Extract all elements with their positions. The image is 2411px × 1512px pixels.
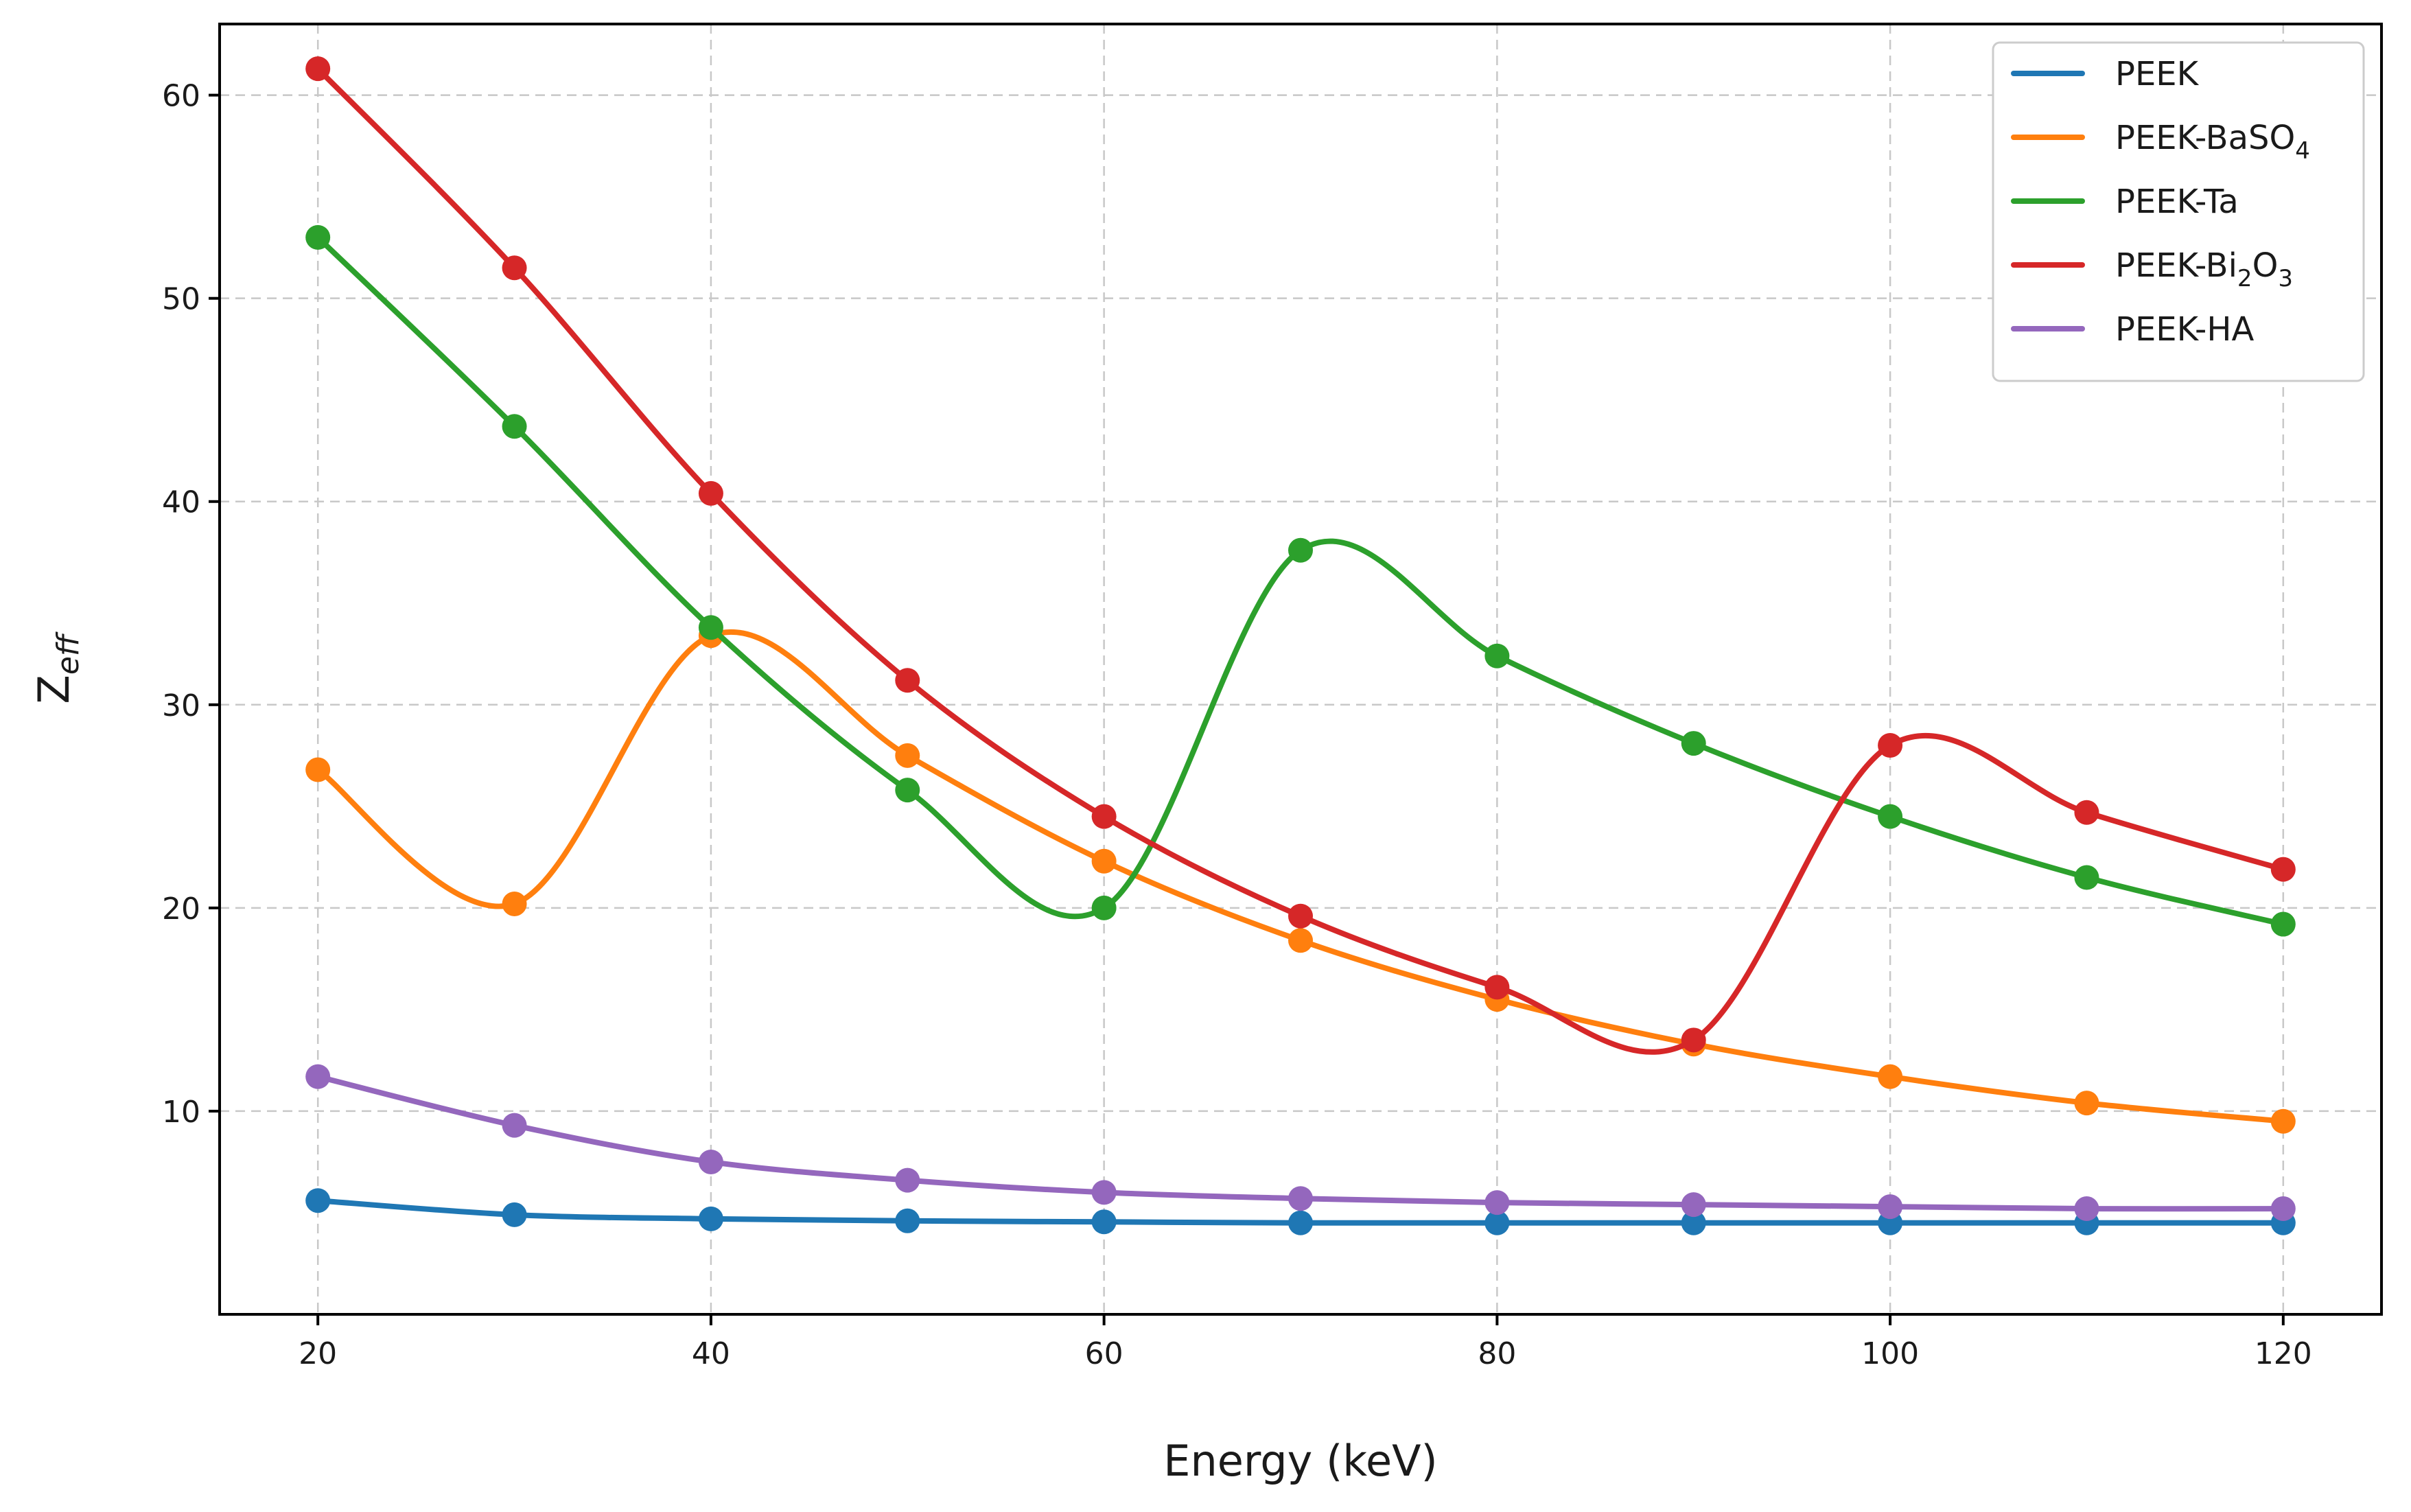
- data-point-peek-bi2o3: [2270, 857, 2296, 882]
- x-tick-label: 100: [1861, 1336, 1919, 1371]
- data-point-peek-bi2o3: [1484, 975, 1510, 1000]
- legend-item-peek-ta: PEEK-Ta: [2011, 183, 2239, 221]
- data-point-peek-baso4: [1288, 928, 1313, 953]
- data-point-peek-ha: [1091, 1180, 1117, 1205]
- data-point-peek-ta: [502, 414, 527, 439]
- x-tick-label: 120: [2255, 1336, 2312, 1371]
- data-point-peek: [698, 1206, 723, 1231]
- data-point-peek-baso4: [895, 743, 920, 768]
- legend-label-part: PEEK: [2115, 55, 2200, 93]
- data-point-peek-ta: [1878, 804, 1903, 829]
- y-tick-label: 40: [162, 485, 200, 520]
- legend-label-subscript: 2: [2237, 265, 2252, 292]
- x-axis-label: Energy (keV): [1163, 1436, 1437, 1486]
- data-point-peek-bi2o3: [305, 56, 331, 82]
- data-point-peek-ha: [1484, 1190, 1510, 1216]
- data-point-peek-ha: [1681, 1192, 1706, 1218]
- legend-label: PEEK: [2115, 55, 2200, 93]
- legend-label: PEEK-BaSO4: [2115, 119, 2310, 165]
- legend-item-peek-ha: PEEK-HA: [2011, 310, 2254, 349]
- legend-item-peek: PEEK: [2011, 55, 2200, 93]
- legend-label-subscript: 4: [2295, 137, 2310, 165]
- axes: 20 40 60 80 100 120 10 20 30 40 50 60: [162, 79, 2312, 1371]
- series-layer: [305, 56, 2296, 1235]
- series-peek: [305, 1188, 2296, 1235]
- data-point-peek-baso4: [2270, 1108, 2296, 1134]
- legend-label-part: PEEK-Ta: [2115, 183, 2239, 221]
- data-point-peek: [305, 1188, 331, 1213]
- data-point-peek-baso4: [502, 891, 527, 916]
- data-point-peek-ta: [1484, 643, 1510, 668]
- x-tick-label: 60: [1085, 1336, 1123, 1371]
- data-point-peek: [1091, 1209, 1117, 1235]
- legend-label: PEEK-Bi2O3: [2115, 246, 2293, 292]
- data-point-peek: [1484, 1210, 1510, 1235]
- data-point-peek-bi2o3: [1681, 1027, 1706, 1053]
- data-point-peek-ha: [2270, 1196, 2296, 1222]
- series-line-peek-baso4: [315, 629, 2286, 1124]
- data-point-peek-ha: [698, 1149, 723, 1174]
- legend: PEEK PEEK-BaSO4 PEEK-Ta PEEK-Bi2O3 PEEK-HA: [1992, 41, 2365, 382]
- data-point-peek-ha: [1878, 1194, 1903, 1220]
- y-tick-label: 50: [162, 282, 200, 317]
- data-point-peek-ha: [2074, 1196, 2099, 1222]
- x-tick-label: 80: [1478, 1336, 1516, 1371]
- data-point-peek-bi2o3: [1878, 733, 1903, 758]
- legend-label-part: PEEK-BaSO: [2115, 119, 2295, 157]
- y-tick-label: 20: [162, 892, 200, 927]
- y-axis-label: Zeff: [29, 631, 86, 704]
- data-point-peek-bi2o3: [502, 255, 527, 281]
- series-peek-ta: [305, 224, 2296, 937]
- legend-label-part: PEEK-Bi: [2115, 246, 2237, 285]
- data-point-peek-bi2o3: [2074, 800, 2099, 825]
- y-tick-label: 30: [162, 688, 200, 723]
- data-point-peek: [1288, 1210, 1313, 1235]
- y-tick-label: 10: [162, 1095, 200, 1130]
- data-point-peek: [502, 1202, 527, 1227]
- data-point-peek: [895, 1208, 920, 1233]
- data-point-peek-ha: [305, 1064, 331, 1089]
- data-point-peek-ta: [2074, 865, 2099, 890]
- legend-label-subscript: 3: [2278, 265, 2293, 292]
- legend-item-peek-baso4: PEEK-BaSO4: [2011, 119, 2310, 165]
- data-point-peek-ta: [1091, 895, 1117, 920]
- legend-label: PEEK-Ta: [2115, 183, 2239, 221]
- data-point-peek: [1681, 1210, 1706, 1235]
- data-point-peek-ta: [2270, 911, 2296, 937]
- data-point-peek-baso4: [1091, 848, 1117, 874]
- legend-label: PEEK-HA: [2115, 310, 2254, 349]
- data-point-peek-baso4: [1878, 1064, 1903, 1089]
- data-point-peek-ta: [895, 778, 920, 803]
- y-axis-label-sub: eff: [51, 631, 86, 675]
- data-point-peek-ha: [895, 1167, 920, 1193]
- series-peek-ha: [305, 1064, 2296, 1222]
- y-axis-label-base: Z: [29, 675, 79, 703]
- data-point-peek-baso4: [2074, 1091, 2099, 1116]
- data-point-peek-ha: [1288, 1186, 1313, 1211]
- series-line-peek-ta: [315, 234, 2286, 927]
- legend-label-part: O: [2252, 246, 2279, 285]
- data-point-peek-ta: [305, 224, 331, 250]
- series-peek-baso4: [305, 623, 2296, 1134]
- legend-label-part: PEEK-HA: [2115, 310, 2254, 349]
- legend-item-peek-bi2o3: PEEK-Bi2O3: [2011, 246, 2293, 292]
- x-tick-label: 40: [692, 1336, 730, 1371]
- data-point-peek-baso4: [305, 757, 331, 782]
- data-point-peek-bi2o3: [1091, 804, 1117, 829]
- data-point-peek-ta: [698, 615, 723, 640]
- data-point-peek-ha: [502, 1113, 527, 1138]
- legend-box: [1992, 41, 2365, 382]
- y-tick-label: 60: [162, 79, 200, 114]
- x-tick-label: 20: [299, 1336, 337, 1371]
- series-peek-bi2o3: [305, 56, 2296, 1055]
- data-point-peek-ta: [1681, 731, 1706, 756]
- data-point-peek-bi2o3: [895, 668, 920, 693]
- data-point-peek-bi2o3: [698, 480, 723, 506]
- data-point-peek-bi2o3: [1288, 903, 1313, 929]
- plot-frame: [218, 23, 2383, 1316]
- data-point-peek-ta: [1288, 537, 1313, 563]
